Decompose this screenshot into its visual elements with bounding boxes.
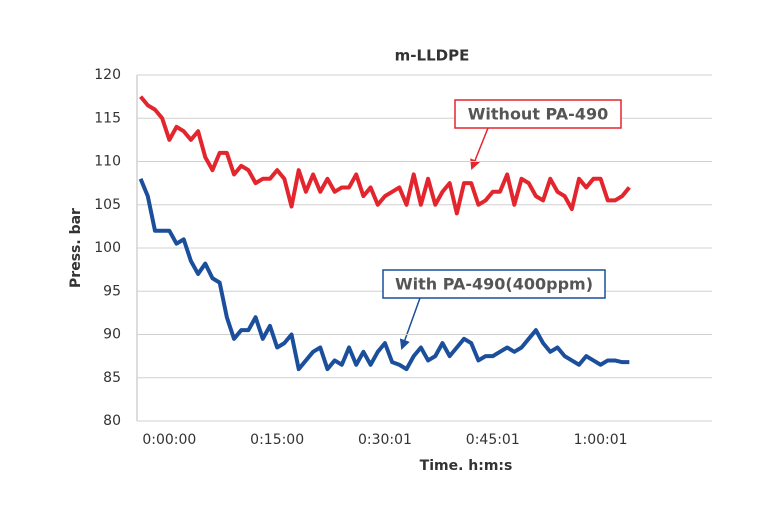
series-line (138, 178, 630, 372)
chart-title: m-LLDPE (395, 47, 470, 65)
x-tick-label: 0:45:01 (466, 432, 520, 448)
y-tick-label: 90 (103, 327, 121, 343)
y-tick-label: 105 (94, 197, 121, 213)
annotation-text: With PA-490(400ppm) (395, 275, 593, 294)
annotation-text: Without PA-490 (468, 105, 608, 124)
x-tick-label: 0:30:01 (358, 432, 412, 448)
y-tick-label: 85 (103, 370, 121, 386)
y-tick-label: 80 (103, 413, 121, 429)
x-tick-label: 0:00:00 (142, 432, 196, 448)
x-tick-label: 0:15:00 (250, 432, 304, 448)
annotation-box (454, 99, 622, 129)
y-tick-label: 100 (94, 240, 121, 256)
annotation-arrow (399, 297, 421, 350)
y-axis-label: Press. bar (68, 208, 84, 288)
annotation-box (382, 269, 606, 299)
y-tick-label: 115 (94, 110, 121, 126)
y-tick-label: 120 (94, 67, 121, 83)
x-axis-label: Time. h:m:s (420, 458, 513, 474)
y-tick-label: 110 (94, 154, 121, 170)
y-tick-label: 95 (103, 283, 121, 299)
series-line (139, 95, 631, 216)
x-tick-label: 1:00:01 (574, 432, 628, 448)
